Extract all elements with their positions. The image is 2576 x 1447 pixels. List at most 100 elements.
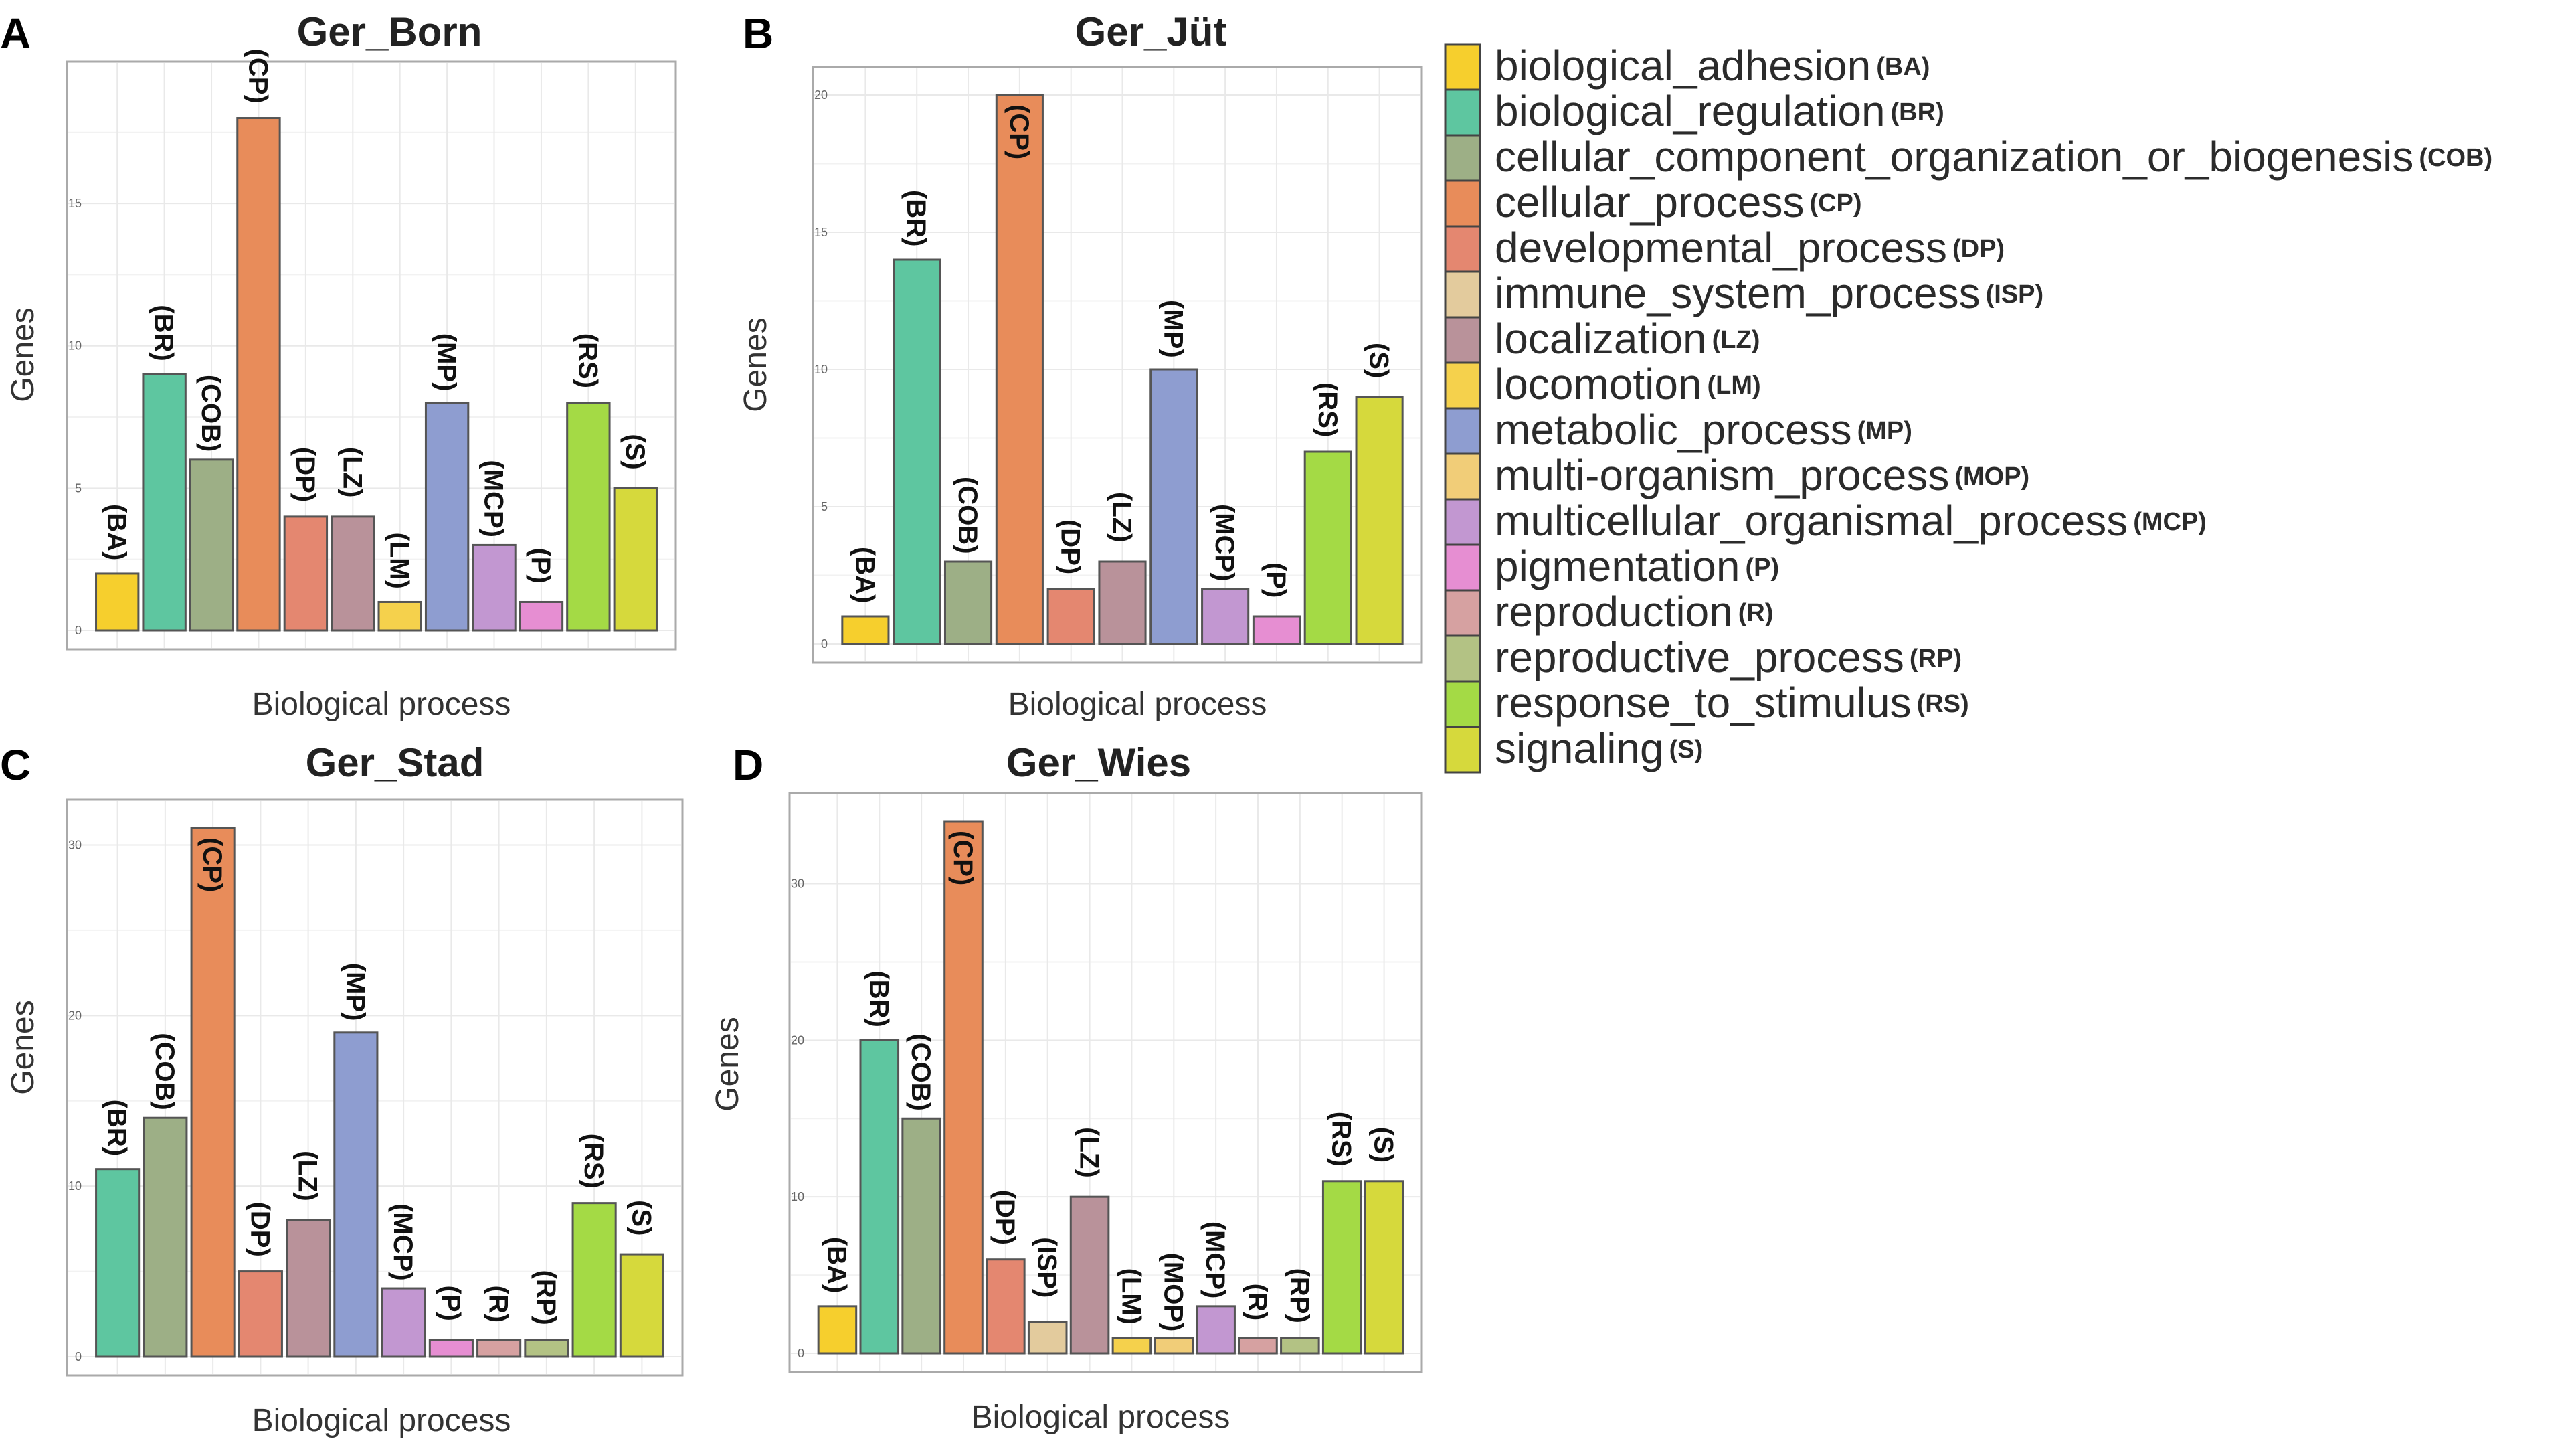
bar-rs: [566, 402, 611, 632]
bar-label-ba: (BA): [850, 547, 879, 603]
legend-item-cp: cellular_process (CP): [1444, 178, 1862, 228]
bar-mcp: [381, 1287, 426, 1358]
legend-item-isp: immune_system_process (ISP): [1444, 269, 2043, 319]
bar-label-mp: (MP): [1158, 300, 1188, 358]
y-tick-label: 10: [68, 339, 82, 353]
legend-abbr: (BA): [1876, 53, 1930, 81]
panel-letter: B: [743, 9, 773, 58]
legend-item-rp: reproductive_process (RP): [1444, 633, 1962, 683]
legend-label: cellular_process: [1495, 178, 1804, 226]
bar-label-cp: (CP): [948, 831, 978, 885]
legend-item-mp: metabolic_process (MP): [1444, 406, 1912, 455]
bar-label-cob: (COB): [196, 375, 225, 452]
bar-label-mcp: (MCP): [1210, 504, 1239, 582]
bar-label-rs: (RS): [1313, 382, 1342, 437]
legend-label: biological_regulation: [1495, 87, 1885, 135]
bar-cp: [943, 820, 984, 1355]
bar-label-lm: (LM): [1116, 1268, 1145, 1325]
bar-label-r: (R): [1243, 1284, 1272, 1321]
bar-p: [519, 600, 564, 632]
bar-mp: [424, 402, 470, 632]
bar-r: [1238, 1337, 1278, 1355]
y-tick-label: 15: [814, 226, 828, 239]
bar-rp: [524, 1339, 569, 1358]
bar-mcp: [1196, 1305, 1236, 1355]
legend-item-p: pigmentation (P): [1444, 542, 1779, 592]
bar-br: [893, 258, 941, 645]
legend-label: pigmentation: [1495, 542, 1740, 590]
legend-swatch: [1444, 498, 1481, 546]
legend-abbr: (MCP): [2133, 508, 2207, 536]
bar-dp: [1046, 588, 1095, 645]
bar-rs: [1321, 1180, 1362, 1355]
legend-swatch: [1444, 316, 1481, 364]
bar-s: [619, 1253, 664, 1358]
bar-cob: [901, 1117, 941, 1355]
bar-label-dp: (DP): [290, 447, 320, 502]
bar-mcp: [472, 543, 517, 632]
bar-label-p: (P): [436, 1286, 465, 1321]
chart-panel-b: B Ger_Jüt 0 5 10 15 20 (BA) (BR) (COB) (CP) (DP) (LZ…: [738, 9, 1423, 722]
bar-br: [142, 373, 187, 632]
legend-label: response_to_stimulus: [1495, 679, 1912, 727]
legend-item-rs: response_to_stimulus (RS): [1444, 679, 1969, 728]
bar-mp: [333, 1031, 379, 1358]
bar-label-p: (P): [1261, 562, 1291, 598]
bar-label-rs: (RS): [579, 1134, 608, 1189]
legend-item-br: biological_regulation (BR): [1444, 87, 1944, 137]
bar-label-lz: (LZ): [337, 447, 367, 498]
y-tick-label: 20: [814, 88, 828, 102]
bar-label-mcp: (MCP): [1200, 1221, 1230, 1299]
legend-swatch: [1444, 225, 1481, 273]
legend-abbr: (S): [1669, 736, 1704, 764]
bar-label-s: (S): [626, 1200, 656, 1236]
bar-ba: [95, 572, 140, 632]
legend-abbr: (BR): [1891, 98, 1944, 126]
y-tick-label: 0: [798, 1347, 804, 1360]
bar-r: [476, 1339, 522, 1358]
bar-label-br: (BR): [149, 305, 179, 361]
legend-swatch: [1444, 589, 1481, 637]
bar-p: [428, 1339, 474, 1358]
bar-s: [613, 487, 658, 632]
bar-cob: [143, 1116, 188, 1358]
legend-swatch: [1444, 134, 1481, 182]
legend-abbr: (RS): [1917, 690, 1969, 718]
x-axis-title: Biological process: [252, 687, 511, 722]
legend-item-lm: locomotion (LM): [1444, 360, 1761, 410]
y-axis-title: Genes: [5, 1000, 41, 1094]
y-tick-label: 10: [791, 1190, 804, 1203]
y-tick-label: 5: [75, 481, 82, 495]
legend-abbr: (CP): [1809, 189, 1861, 218]
legend-label: biological_adhesion: [1495, 41, 1871, 90]
bar-label-dp: (DP): [1056, 519, 1085, 574]
bar-mcp: [1201, 588, 1250, 645]
bar-label-br: (BR): [864, 970, 893, 1027]
bar-label-ba: (BA): [822, 1237, 851, 1293]
legend-swatch: [1444, 726, 1481, 774]
bar-lm: [377, 600, 422, 632]
legend-label: signaling: [1495, 724, 1664, 772]
legend-label: immune_system_process: [1495, 269, 1981, 317]
y-tick-label: 20: [791, 1033, 804, 1047]
bar-label-mp: (MP): [341, 963, 370, 1021]
legend-swatch: [1444, 179, 1481, 228]
bar-label-rs: (RS): [1327, 1112, 1356, 1167]
chart-title: Ger_Wies: [1006, 740, 1191, 785]
bar-dp: [238, 1270, 283, 1358]
bar-rp: [1280, 1337, 1320, 1355]
x-axis-title: Biological process: [1008, 687, 1267, 722]
legend-label: localization: [1495, 315, 1707, 363]
x-axis-title: Biological process: [252, 1403, 511, 1438]
bar-label-mcp: (MCP): [479, 460, 509, 537]
y-tick-label: 10: [68, 1179, 82, 1193]
legend-item-ba: biological_adhesion (BA): [1444, 41, 1930, 91]
legend-abbr: (LZ): [1712, 326, 1760, 354]
bar-p: [1252, 615, 1301, 645]
legend-abbr: (RP): [1910, 645, 1962, 673]
panel-letter: C: [0, 741, 31, 789]
legend-swatch: [1444, 543, 1481, 592]
legend: biological_adhesion (BA)biological_regula…: [1444, 41, 2492, 774]
bar-label-cob: (COB): [953, 477, 982, 554]
bar-rs: [571, 1202, 617, 1358]
